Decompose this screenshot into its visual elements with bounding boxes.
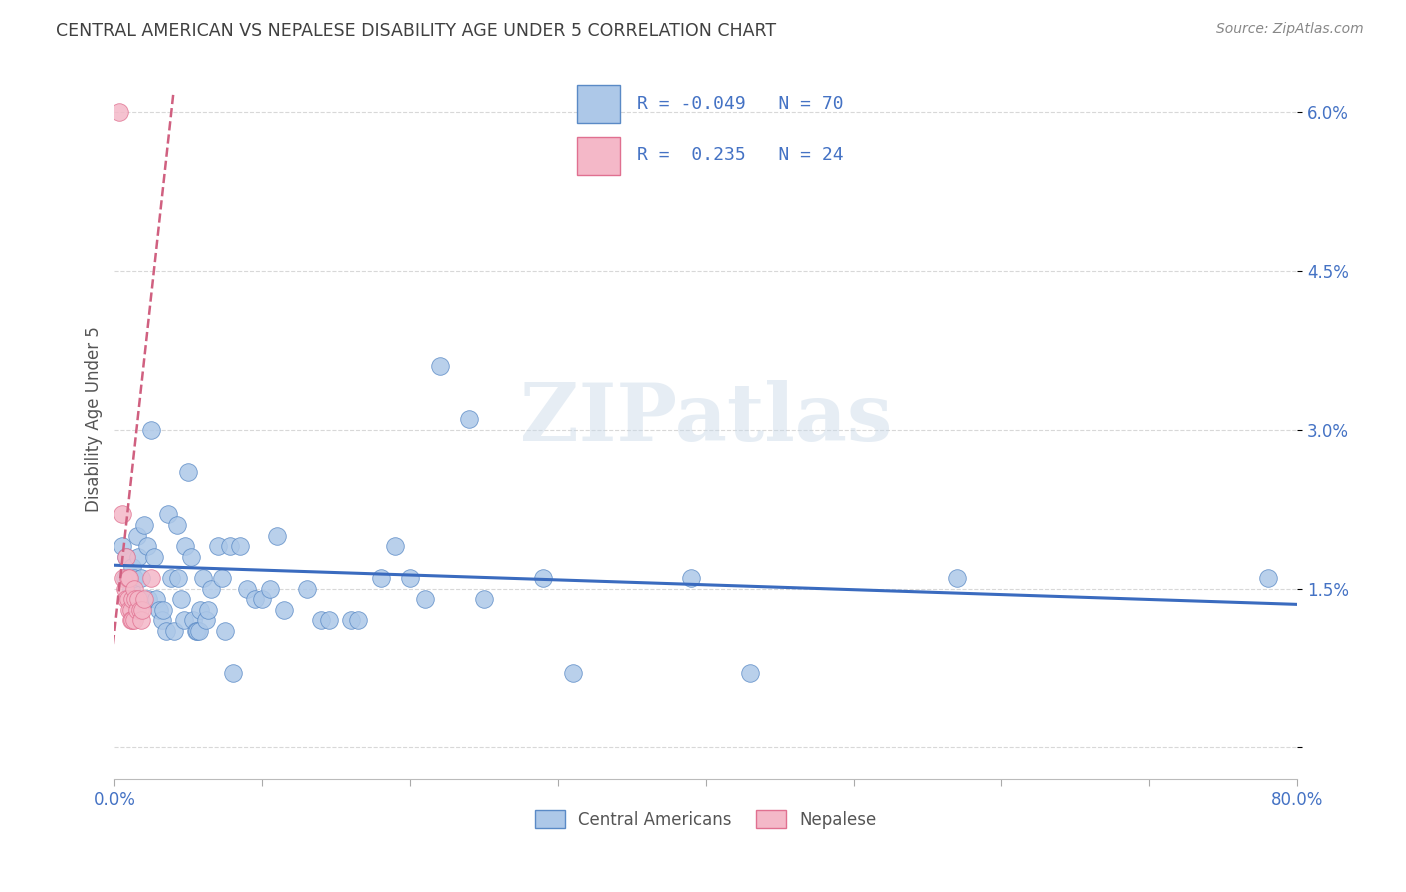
Point bbox=[184, 624, 207, 638]
Point bbox=[946, 571, 969, 585]
Point bbox=[218, 539, 240, 553]
Point bbox=[295, 582, 318, 596]
Point bbox=[429, 359, 451, 374]
Point bbox=[180, 549, 202, 564]
Y-axis label: Disability Age Under 5: Disability Age Under 5 bbox=[86, 326, 103, 512]
Point bbox=[156, 508, 179, 522]
Point bbox=[413, 592, 436, 607]
Point bbox=[384, 539, 406, 553]
Point bbox=[124, 592, 146, 607]
Point bbox=[125, 602, 148, 616]
Point bbox=[181, 613, 204, 627]
Point bbox=[252, 592, 274, 607]
Legend: Central Americans, Nepalese: Central Americans, Nepalese bbox=[527, 804, 883, 835]
Point bbox=[162, 624, 184, 638]
Point bbox=[159, 571, 181, 585]
Point bbox=[120, 582, 142, 596]
Point bbox=[129, 571, 152, 585]
Point bbox=[131, 602, 153, 616]
Point bbox=[214, 624, 236, 638]
Point bbox=[138, 592, 160, 607]
Point bbox=[155, 624, 177, 638]
Point bbox=[1257, 571, 1279, 585]
Point bbox=[561, 666, 583, 681]
Point bbox=[132, 592, 155, 607]
Point bbox=[191, 571, 214, 585]
Point bbox=[117, 571, 139, 585]
Point bbox=[531, 571, 554, 585]
Point bbox=[177, 465, 200, 479]
Point bbox=[125, 528, 148, 542]
Point bbox=[399, 571, 422, 585]
Point bbox=[679, 571, 702, 585]
Point bbox=[128, 602, 150, 616]
Point bbox=[259, 582, 281, 596]
Point bbox=[148, 602, 170, 616]
Point bbox=[211, 571, 233, 585]
Point bbox=[121, 560, 143, 574]
Point bbox=[188, 602, 211, 616]
Point bbox=[167, 571, 190, 585]
Point bbox=[115, 549, 138, 564]
Point bbox=[132, 518, 155, 533]
Point bbox=[111, 539, 134, 553]
Point bbox=[236, 582, 259, 596]
Point bbox=[340, 613, 363, 627]
Point bbox=[472, 592, 495, 607]
Point bbox=[207, 539, 229, 553]
Point bbox=[229, 539, 252, 553]
Point bbox=[122, 613, 145, 627]
Point bbox=[118, 602, 141, 616]
Point bbox=[195, 613, 218, 627]
Point bbox=[266, 528, 288, 542]
Point bbox=[318, 613, 340, 627]
Point bbox=[152, 602, 174, 616]
Point bbox=[111, 508, 134, 522]
Point bbox=[273, 602, 295, 616]
Point bbox=[150, 613, 173, 627]
Point bbox=[141, 571, 163, 585]
Text: ZIPatlas: ZIPatlas bbox=[520, 380, 891, 458]
Point bbox=[118, 571, 141, 585]
Point bbox=[166, 518, 188, 533]
Text: CENTRAL AMERICAN VS NEPALESE DISABILITY AGE UNDER 5 CORRELATION CHART: CENTRAL AMERICAN VS NEPALESE DISABILITY … bbox=[56, 22, 776, 40]
Point bbox=[114, 571, 136, 585]
Point bbox=[458, 412, 481, 426]
Point bbox=[370, 571, 392, 585]
Point bbox=[740, 666, 762, 681]
Point bbox=[145, 592, 167, 607]
Point bbox=[128, 592, 150, 607]
Point bbox=[118, 571, 141, 585]
Point bbox=[311, 613, 333, 627]
Point bbox=[115, 592, 138, 607]
Point bbox=[143, 549, 166, 564]
Point bbox=[347, 613, 370, 627]
Point bbox=[121, 613, 143, 627]
Point bbox=[122, 571, 145, 585]
Point bbox=[141, 423, 163, 437]
Point bbox=[120, 613, 142, 627]
Point bbox=[120, 602, 142, 616]
Point bbox=[117, 592, 139, 607]
Text: Source: ZipAtlas.com: Source: ZipAtlas.com bbox=[1216, 22, 1364, 37]
Point bbox=[127, 592, 149, 607]
Point bbox=[200, 582, 222, 596]
Point bbox=[173, 613, 195, 627]
Point bbox=[221, 666, 243, 681]
Point bbox=[187, 624, 209, 638]
Point bbox=[186, 624, 208, 638]
Point bbox=[112, 571, 135, 585]
Point bbox=[197, 602, 219, 616]
Point bbox=[122, 582, 145, 596]
Point bbox=[174, 539, 197, 553]
Point bbox=[243, 592, 266, 607]
Point bbox=[115, 549, 138, 564]
Point bbox=[114, 582, 136, 596]
Point bbox=[129, 613, 152, 627]
Point bbox=[127, 549, 149, 564]
Point bbox=[136, 539, 159, 553]
Point bbox=[108, 105, 131, 120]
Point bbox=[121, 592, 143, 607]
Point bbox=[170, 592, 193, 607]
